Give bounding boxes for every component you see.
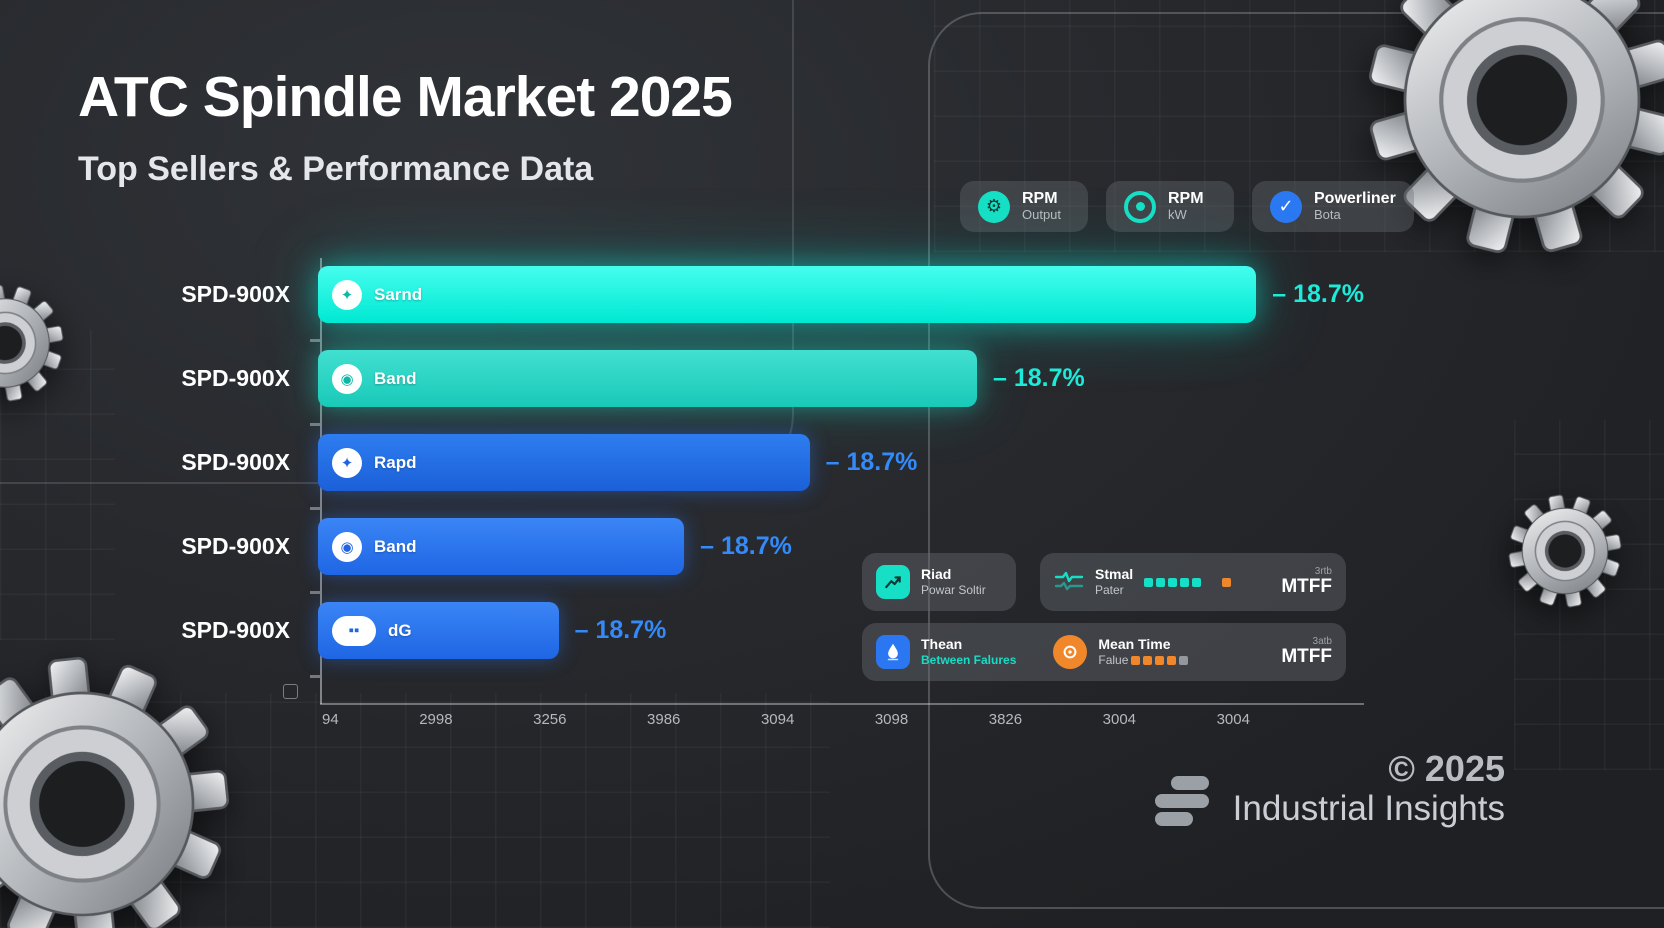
tick-label: 3986 [647, 711, 681, 728]
bar-row: SPD-900X ◉ Band – 18.7% [78, 350, 1364, 407]
legend-title: Stmal [1095, 566, 1134, 583]
orange-square-marker [1222, 577, 1232, 587]
gear-graphic-top-right [1333, 0, 1664, 289]
page-subtitle: Top Sellers & Performance Data [78, 150, 594, 188]
kpi-badges: ⚙ RPM Output RPM kW ✓ Powerliner Bota [960, 181, 1414, 233]
coolant-drop-icon [876, 635, 910, 669]
grid-pattern-right [1514, 420, 1664, 770]
bar-brand-icon: ✦ [332, 279, 362, 310]
delta-value: – 18.7% [700, 532, 792, 560]
bar-spd900x-5: ▪▪ dG [318, 602, 559, 659]
bar-label: Sarnd [374, 284, 423, 304]
category-label: SPD-900X [181, 365, 290, 391]
legend-card-mtbf: Thean Between Falures Mean Time Falue 3a… [862, 623, 1346, 681]
delta-value: – 18.7% [1272, 280, 1364, 308]
shield-icon: ✓ [1270, 190, 1302, 223]
legend-subtitle: Pater [1095, 583, 1124, 598]
bar-spd900x-3: ✦ Rapd [318, 434, 810, 491]
bar-label: Band [374, 368, 417, 388]
badge-label: Powerliner [1314, 190, 1396, 207]
bar-spd900x-4: ◉ Band [318, 518, 685, 575]
x-axis-tick-labels: 94 2998 3256 3986 3094 3098 3826 3004 30… [322, 711, 1250, 728]
badge-rpm-output: ⚙ RPM Output [960, 181, 1088, 233]
legend-card-signal: Stmal Pater 3rtb MTFF [1040, 553, 1346, 611]
badge-sublabel: kW [1168, 207, 1187, 223]
bar-label: Band [374, 536, 417, 556]
grid-pattern-bottom-left [0, 693, 830, 928]
mtff-label: MTFF [1281, 646, 1332, 668]
signal-wave-icon [1054, 569, 1084, 595]
tick-label: 2998 [419, 711, 453, 728]
y-axis-tick-marks [310, 258, 320, 704]
x-axis-line [320, 703, 1364, 705]
mtff-small-label: 3rtb [1314, 566, 1332, 578]
bar-row: SPD-900X ▪▪ dG – 18.7% [78, 602, 1364, 659]
tick-label: 3004 [1216, 711, 1250, 728]
legend-subtitle: Between Falures [921, 653, 1017, 668]
gear-graphic-right [1492, 478, 1638, 624]
tick-label: 3094 [760, 711, 795, 728]
teal-squares-meter [1144, 577, 1202, 587]
gear-graphic-left [0, 275, 73, 412]
legend-title: Mean Time [1098, 636, 1171, 653]
mtff-small-label: 3atb [1312, 636, 1332, 648]
spindle-icon [1124, 190, 1156, 223]
tick-label: 3826 [988, 711, 1023, 728]
delta-value: – 18.7% [825, 448, 918, 476]
bar-row: SPD-900X ✦ Rapd – 18.7% [78, 434, 1364, 491]
tick-label: 3098 [874, 711, 909, 728]
category-label: SPD-900X [181, 281, 290, 307]
bar-spd900x-2: ◉ Band [318, 350, 977, 407]
badge-rpm-kw: RPM kW [1106, 181, 1234, 233]
bar-brand-icon: ◉ [332, 363, 362, 394]
bar-label: Rapd [374, 452, 417, 472]
category-label: SPD-900X [181, 449, 290, 475]
bar-brand-icon: ▪▪ [332, 615, 376, 646]
chart-line-icon [876, 565, 910, 599]
gear-icon: ⚙ [978, 190, 1010, 223]
mtff-readout: 3rtb MTFF [1281, 566, 1332, 598]
footer: © 2025 Industrial Insights [1151, 748, 1505, 830]
legend-title: Riad [921, 566, 952, 583]
badge-label: RPM [1168, 190, 1204, 207]
gray-square-marker [1179, 655, 1189, 665]
meantime-group: Mean Time Falue [1053, 635, 1189, 669]
orange-squares-meter [1131, 655, 1177, 665]
tick-label: 3004 [1102, 711, 1137, 728]
legend-subtitle: Powar Soltir [921, 583, 986, 598]
legend-card-power: Riad Powar Soltir [862, 553, 1016, 611]
clock-icon [1053, 635, 1088, 669]
tick-label: 3256 [533, 711, 567, 728]
badge-sublabel: Bota [1314, 207, 1341, 223]
legend-subtitle: Falue [1098, 653, 1129, 668]
badge-sublabel: Output [1022, 207, 1062, 223]
brand-name: Industrial Insights [1232, 789, 1505, 829]
legend-title: Thean [921, 636, 963, 653]
category-label: SPD-900X [181, 533, 290, 559]
tick-label: 94 [322, 711, 339, 728]
bar-chart: SPD-900X ✦ Sarnd – 18.7% SPD-900X ◉ Band… [78, 266, 1364, 686]
mtff-readout: 3atb MTFF [1281, 636, 1332, 668]
bar-row: SPD-900X ◉ Band – 18.7% [78, 518, 1364, 575]
bar-spd900x-1: ✦ Sarnd [318, 266, 1257, 323]
mtff-label: MTFF [1281, 576, 1332, 598]
page-title: ATC Spindle Market 2025 [78, 65, 733, 129]
bar-brand-icon: ◉ [332, 531, 362, 562]
copyright-text: © 2025 [1388, 748, 1505, 789]
badge-powerliner: ✓ Powerliner Bota [1252, 181, 1414, 233]
bar-label: dG [388, 620, 412, 640]
delta-value: – 18.7% [574, 616, 667, 644]
axis-origin-icon [283, 684, 298, 699]
badge-label: RPM [1022, 190, 1058, 207]
bar-brand-icon: ✦ [332, 447, 362, 478]
mtbf-group: Thean Between Falures [876, 635, 1016, 669]
brand-logo-icon [1154, 775, 1209, 826]
delta-value: – 18.7% [992, 364, 1085, 392]
category-label: SPD-900X [181, 617, 290, 643]
bar-row: SPD-900X ✦ Sarnd – 18.7% [78, 266, 1364, 323]
